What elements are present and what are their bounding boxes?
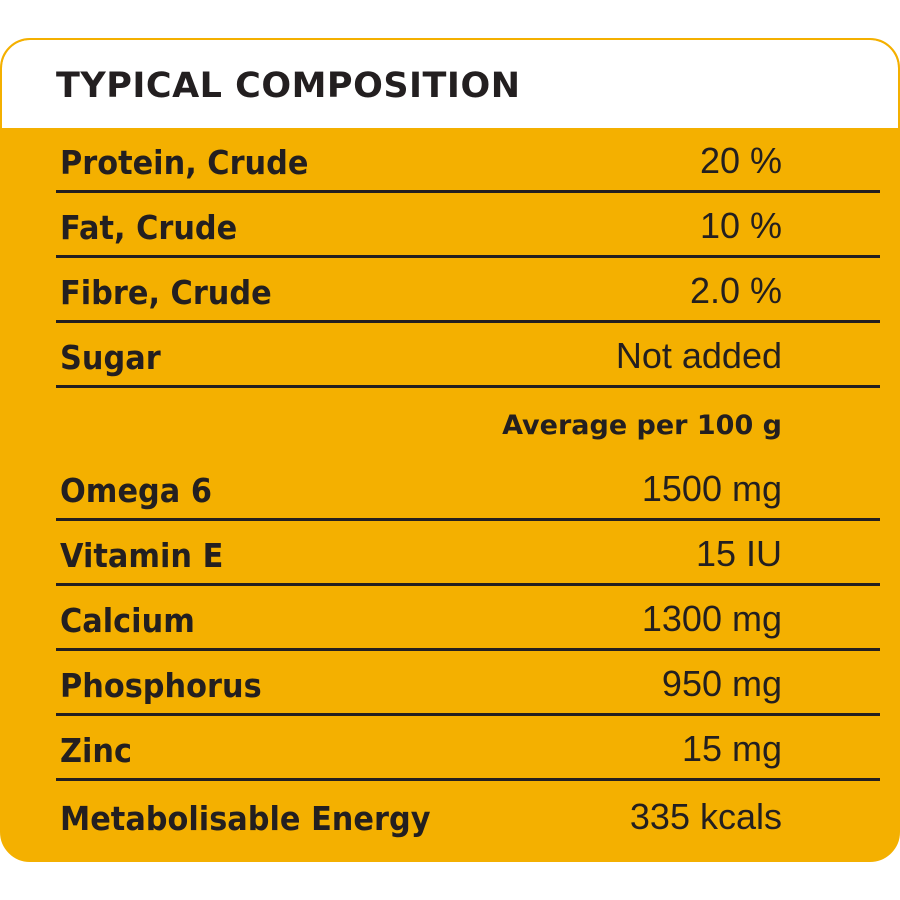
row-value: 15 IU [695, 533, 782, 574]
table-row: Zinc 15 mg [56, 716, 880, 781]
composition-panel: TYPICAL COMPOSITION Protein, Crude 20 % … [0, 38, 900, 862]
row-value: Not added [615, 335, 782, 376]
table-row: Metabolisable Energy 335 kcals [56, 781, 880, 846]
table-row: Calcium 1300 mg [56, 586, 880, 651]
row-label: Vitamin E [60, 536, 224, 575]
row-label: Metabolisable Energy [60, 799, 431, 838]
table-row: Sugar Not added [56, 323, 880, 388]
per-100g-subheading: Average per 100 g [502, 410, 782, 441]
row-value: 10 % [699, 205, 782, 246]
row-value: 335 kcals [629, 796, 782, 837]
row-label: Calcium [60, 601, 195, 640]
table-row: Fat, Crude 10 % [56, 193, 880, 258]
row-value: 15 mg [681, 728, 782, 769]
row-label: Fat, Crude [60, 208, 238, 247]
row-label: Phosphorus [60, 666, 262, 705]
composition-table: Protein, Crude 20 % Fat, Crude 10 % Fibr… [56, 128, 880, 846]
panel-header: TYPICAL COMPOSITION [2, 40, 898, 128]
row-label: Omega 6 [60, 471, 212, 510]
row-value: 1300 mg [641, 598, 782, 639]
row-value: 950 mg [661, 663, 782, 704]
row-label: Zinc [60, 731, 133, 770]
row-label: Fibre, Crude [60, 273, 272, 312]
row-label: Sugar [60, 338, 161, 377]
table-row: Fibre, Crude 2.0 % [56, 258, 880, 323]
table-row: Vitamin E 15 IU [56, 521, 880, 586]
table-row: Average per 100 g Omega 6 1500 mg [56, 388, 880, 521]
row-value: 2.0 % [689, 270, 782, 311]
row-label: Protein, Crude [60, 143, 309, 182]
panel-title: TYPICAL COMPOSITION [56, 66, 521, 106]
table-row: Phosphorus 950 mg [56, 651, 880, 716]
row-value: 20 % [699, 140, 782, 181]
row-value: 1500 mg [641, 468, 782, 509]
table-row: Protein, Crude 20 % [56, 128, 880, 193]
